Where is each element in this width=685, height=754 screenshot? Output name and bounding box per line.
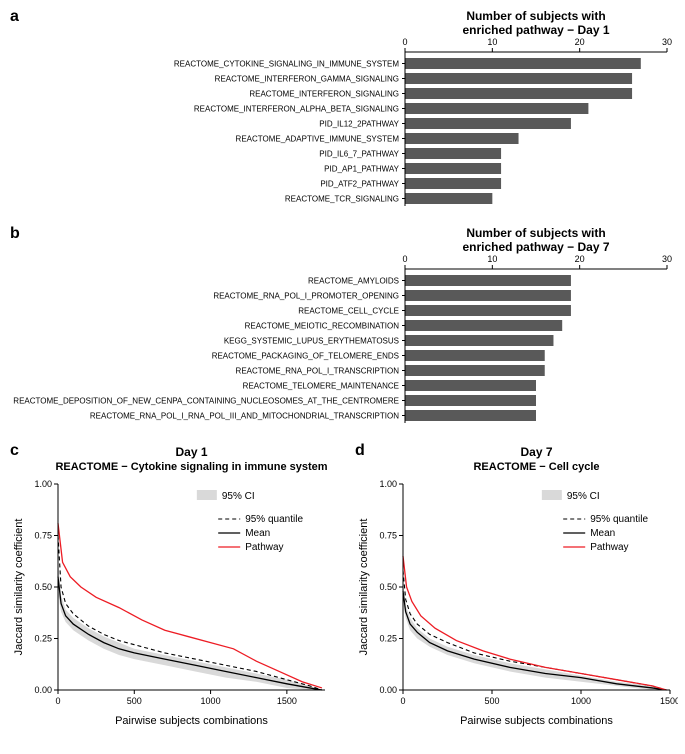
panel-b: b Number of subjects withenriched pathwa… [8, 225, 677, 430]
svg-text:0.00: 0.00 [379, 685, 397, 695]
svg-text:PID_IL12_2PATHWAY: PID_IL12_2PATHWAY [319, 120, 399, 129]
svg-text:PID_AP1_PATHWAY: PID_AP1_PATHWAY [324, 165, 400, 174]
svg-text:Number of subjects with: Number of subjects with [466, 9, 605, 23]
svg-text:1000: 1000 [201, 696, 221, 706]
svg-text:0.75: 0.75 [34, 531, 52, 541]
svg-text:Number of subjects with: Number of subjects with [466, 226, 605, 240]
svg-text:30: 30 [662, 37, 672, 47]
panel-a-label: a [10, 8, 19, 26]
svg-text:enriched pathway − Day 1: enriched pathway − Day 1 [462, 23, 609, 37]
svg-text:500: 500 [484, 696, 499, 706]
svg-text:0: 0 [55, 696, 60, 706]
svg-text:0.50: 0.50 [379, 582, 397, 592]
svg-text:Mean: Mean [590, 528, 615, 539]
panel-a: a Number of subjects withenriched pathwa… [8, 8, 677, 213]
svg-text:REACTOME_CYTOKINE_SIGNALING_IN: REACTOME_CYTOKINE_SIGNALING_IN_IMMUNE_SY… [174, 60, 399, 69]
svg-text:REACTOME_RNA_POL_I_PROMOTER_OP: REACTOME_RNA_POL_I_PROMOTER_OPENING [213, 292, 399, 301]
svg-text:95% CI: 95% CI [222, 491, 255, 502]
svg-text:Pathway: Pathway [590, 542, 628, 553]
svg-text:REACTOME_TCR_SIGNALING: REACTOME_TCR_SIGNALING [285, 195, 399, 204]
svg-text:REACTOME_CELL_CYCLE: REACTOME_CELL_CYCLE [298, 307, 399, 316]
svg-text:0: 0 [402, 254, 407, 264]
panel-b-label: b [10, 225, 20, 243]
svg-text:PID_IL6_7_PATHWAY: PID_IL6_7_PATHWAY [319, 150, 399, 159]
svg-text:REACTOME_TELOMERE_MAINTENANCE: REACTOME_TELOMERE_MAINTENANCE [243, 382, 399, 391]
svg-text:1500: 1500 [660, 696, 678, 706]
svg-text:REACTOME − Cell cycle: REACTOME − Cell cycle [473, 461, 599, 473]
svg-text:95% quantile: 95% quantile [590, 514, 648, 525]
svg-text:500: 500 [127, 696, 142, 706]
svg-text:Jaccard similarity coefficient: Jaccard similarity coefficient [13, 519, 25, 656]
svg-text:0: 0 [402, 37, 407, 47]
svg-text:REACTOME_AMYLOIDS: REACTOME_AMYLOIDS [308, 277, 399, 286]
svg-text:0.00: 0.00 [34, 685, 52, 695]
svg-text:0.25: 0.25 [34, 634, 52, 644]
svg-text:Pathway: Pathway [245, 542, 283, 553]
svg-text:enriched pathway − Day 7: enriched pathway − Day 7 [462, 240, 609, 254]
figure-root: a Number of subjects withenriched pathwa… [8, 8, 677, 732]
svg-text:REACTOME_INTERFERON_GAMMA_SIGN: REACTOME_INTERFERON_GAMMA_SIGNALING [215, 75, 399, 84]
svg-text:Pairwise subjects combinations: Pairwise subjects combinations [460, 715, 613, 727]
svg-text:PID_ATF2_PATHWAY: PID_ATF2_PATHWAY [320, 180, 399, 189]
svg-text:KEGG_SYSTEMIC_LUPUS_ERYTHEMATO: KEGG_SYSTEMIC_LUPUS_ERYTHEMATOSUS [224, 337, 399, 346]
panel-d: d Day 7 REACTOME − Cell cycle 0.00 0.25 0.50… [353, 442, 678, 732]
svg-text:Day 7: Day 7 [520, 445, 552, 459]
line-chart-d: Day 7 REACTOME − Cell cycle 0.00 0.25 0.50 0.… [353, 442, 678, 732]
svg-text:30: 30 [662, 254, 672, 264]
svg-text:0: 0 [400, 696, 405, 706]
svg-text:95% quantile: 95% quantile [245, 514, 303, 525]
panel-c: c Day 1 REACTOME − Cytokine signaling in … [8, 442, 333, 732]
svg-text:REACTOME_RNA_POL_I_TRANSCRIPTI: REACTOME_RNA_POL_I_TRANSCRIPTION [236, 367, 400, 376]
svg-text:10: 10 [487, 37, 497, 47]
svg-text:REACTOME_ADAPTIVE_IMMUNE_SYSTE: REACTOME_ADAPTIVE_IMMUNE_SYSTEM [236, 135, 400, 144]
svg-text:1500: 1500 [277, 696, 297, 706]
svg-text:Mean: Mean [245, 528, 270, 539]
svg-text:0.25: 0.25 [379, 634, 397, 644]
svg-text:95% CI: 95% CI [567, 491, 600, 502]
svg-text:REACTOME_INTERFERON_ALPHA_BETA: REACTOME_INTERFERON_ALPHA_BETA_SIGNALING [194, 105, 399, 114]
svg-text:REACTOME_RNA_POL_I_RNA_POL_III: REACTOME_RNA_POL_I_RNA_POL_III_AND_MITOC… [90, 412, 399, 421]
svg-text:REACTOME_MEIOTIC_RECOMBINATION: REACTOME_MEIOTIC_RECOMBINATION [245, 322, 400, 331]
svg-text:10: 10 [487, 254, 497, 264]
svg-text:0.50: 0.50 [34, 582, 52, 592]
svg-text:REACTOME_PACKAGING_OF_TELOMERE: REACTOME_PACKAGING_OF_TELOMERE_ENDS [212, 352, 399, 361]
svg-text:REACTOME_DEPOSITION_OF_NEW_CEN: REACTOME_DEPOSITION_OF_NEW_CENPA_CONTAIN… [13, 397, 399, 406]
svg-text:REACTOME − Cytokine signaling: REACTOME − Cytokine signaling in immune … [55, 461, 327, 473]
svg-text:20: 20 [575, 254, 585, 264]
panel-d-label: d [355, 442, 365, 460]
bar-chart-b: Number of subjects withenriched pathway … [8, 225, 677, 430]
panel-c-label: c [10, 442, 19, 460]
svg-text:20: 20 [575, 37, 585, 47]
svg-text:Jaccard similarity coefficient: Jaccard similarity coefficient [358, 519, 370, 656]
svg-text:Pairwise subjects combinations: Pairwise subjects combinations [115, 715, 268, 727]
line-chart-c: Day 1 REACTOME − Cytokine signaling in im… [8, 442, 333, 732]
line-row: c Day 1 REACTOME − Cytokine signaling in … [8, 442, 677, 732]
bar-chart-a: Number of subjects withenriched pathway … [8, 8, 677, 213]
svg-text:REACTOME_INTERFERON_SIGNALING: REACTOME_INTERFERON_SIGNALING [249, 90, 399, 99]
svg-text:1.00: 1.00 [34, 479, 52, 489]
svg-text:0.75: 0.75 [379, 531, 397, 541]
svg-text:Day 1: Day 1 [175, 445, 207, 459]
svg-text:1000: 1000 [571, 696, 591, 706]
svg-text:1.00: 1.00 [379, 479, 397, 489]
